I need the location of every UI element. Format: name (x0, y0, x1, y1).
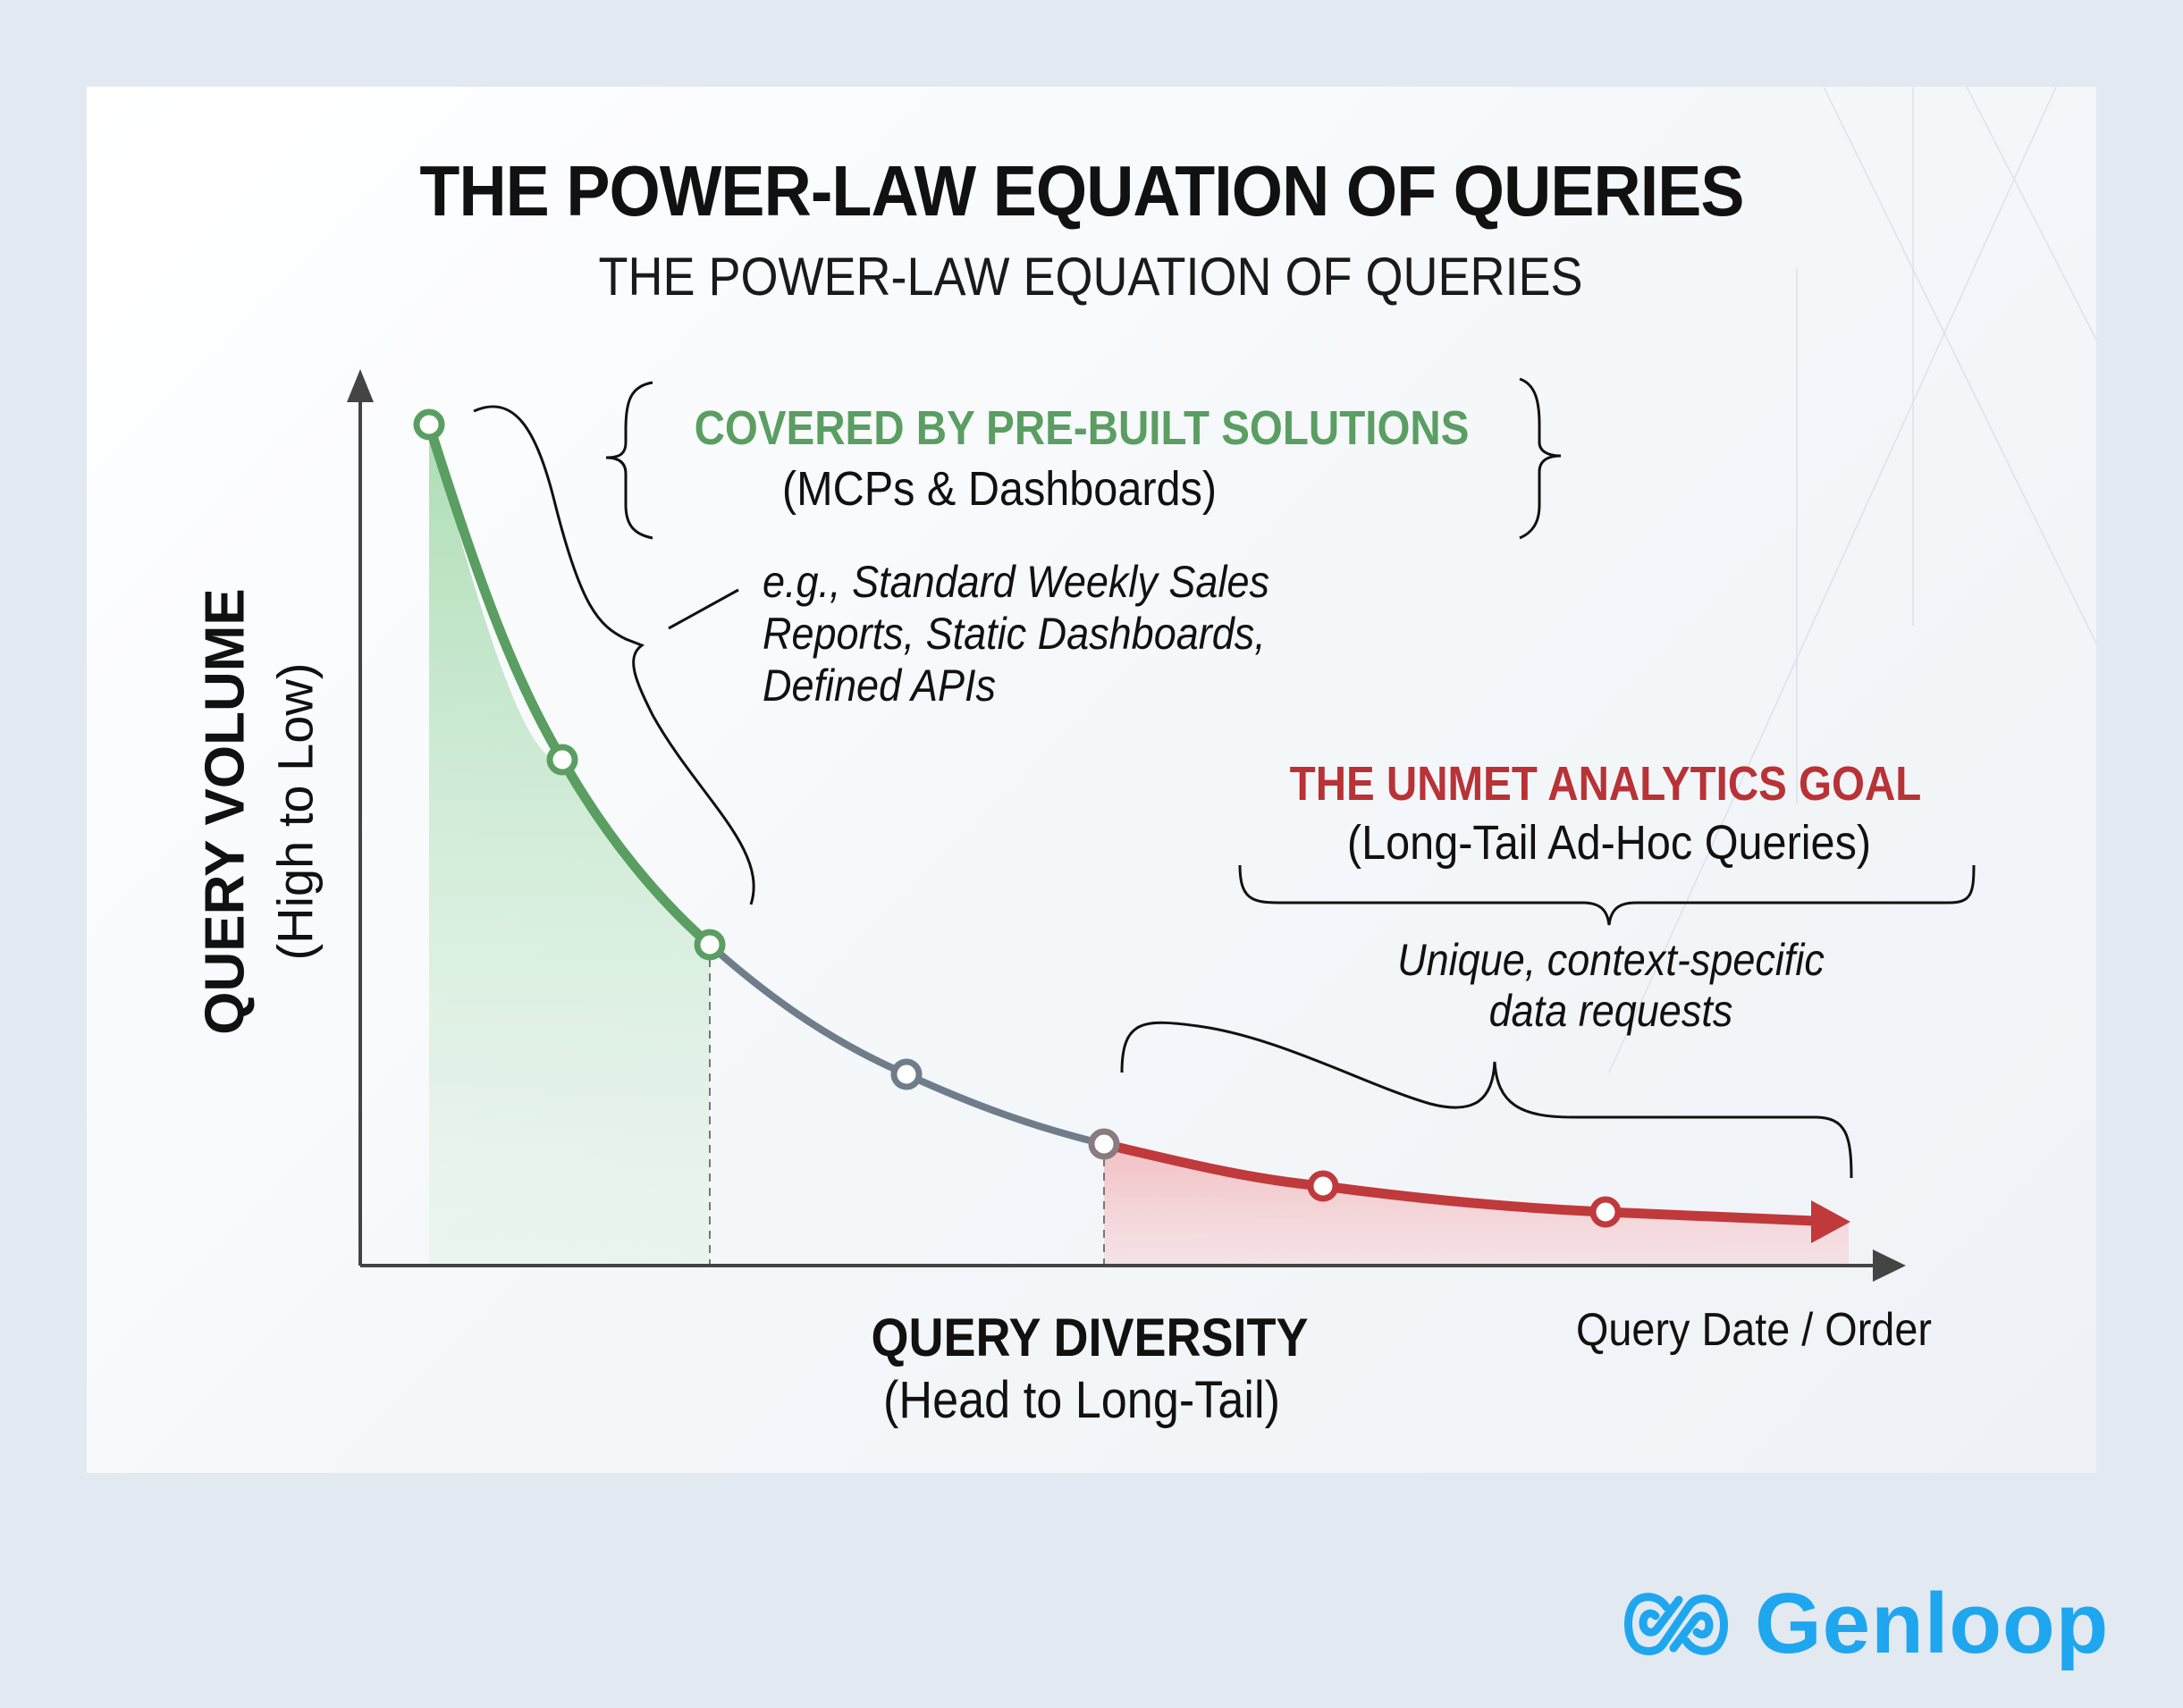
genloop-logo: Genloop (1620, 1575, 2109, 1673)
x-axis-arrow-icon (1873, 1249, 1906, 1282)
unmet-subtitle: (Long-Tail Ad-Hoc Queries) (1346, 816, 1872, 870)
y-axis-arrow-icon (347, 369, 374, 402)
covered-left-brace (605, 381, 653, 540)
x-axis-sublabel: (Head to Long-Tail) (883, 1371, 1280, 1429)
example-line: e.g., Standard Weekly Sales (763, 557, 1269, 607)
covered-examples: e.g., Standard Weekly Sales Reports, Sta… (763, 556, 1269, 711)
example-line: Defined APIs (763, 660, 996, 711)
note-line: data requests (1488, 986, 1733, 1036)
unmet-horizontal-brace (1238, 864, 1976, 926)
x-axis-label: QUERY DIVERSITY (871, 1308, 1309, 1367)
curve-middle (706, 941, 1108, 1148)
data-points (413, 408, 1622, 1228)
background-decoration (1608, 86, 2097, 1073)
head-curly-bracket (473, 405, 755, 905)
example-pointer-line (668, 588, 739, 630)
chart-title: THE POWER-LAW EQUATION OF QUERIES (419, 151, 1744, 231)
example-line: Reports, Static Dashboards, (763, 609, 1266, 659)
y-axis-label: QUERY VOLUME (194, 588, 257, 1035)
covered-title: COVERED BY PRE-BUILT SOLUTIONS (694, 401, 1470, 455)
unmet-note: Unique, context-specific data requests (1397, 935, 1825, 1037)
chart-subtitle: THE POWER-LAW EQUATION OF QUERIES (598, 247, 1583, 307)
tail-arrow-icon (1811, 1200, 1850, 1243)
covered-subtitle: (MCPs & Dashboards) (781, 462, 1218, 516)
head-area-fill (429, 425, 710, 1266)
brand-name: Genloop (1755, 1576, 2110, 1671)
note-line: Unique, context-specific (1397, 935, 1825, 985)
unmet-title: THE UNMET ANALYTICS GOAL (1289, 757, 1922, 811)
covered-right-brace (1519, 377, 1562, 540)
x-axis-right-label: Query Date / Order (1576, 1304, 1932, 1356)
curve-tail (1099, 1139, 1820, 1226)
tail-curly-brace (1120, 1021, 1853, 1179)
genloop-infinity-icon (1624, 1593, 1728, 1655)
y-axis-sublabel: (High to Low) (266, 662, 324, 961)
